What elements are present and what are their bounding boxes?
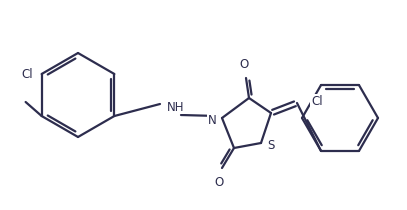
Text: NH: NH (167, 101, 184, 113)
Text: N: N (208, 113, 217, 126)
Text: Cl: Cl (21, 67, 33, 80)
Text: S: S (267, 139, 274, 151)
Text: Cl: Cl (311, 95, 323, 108)
Text: O: O (239, 58, 249, 71)
Text: O: O (214, 176, 223, 189)
